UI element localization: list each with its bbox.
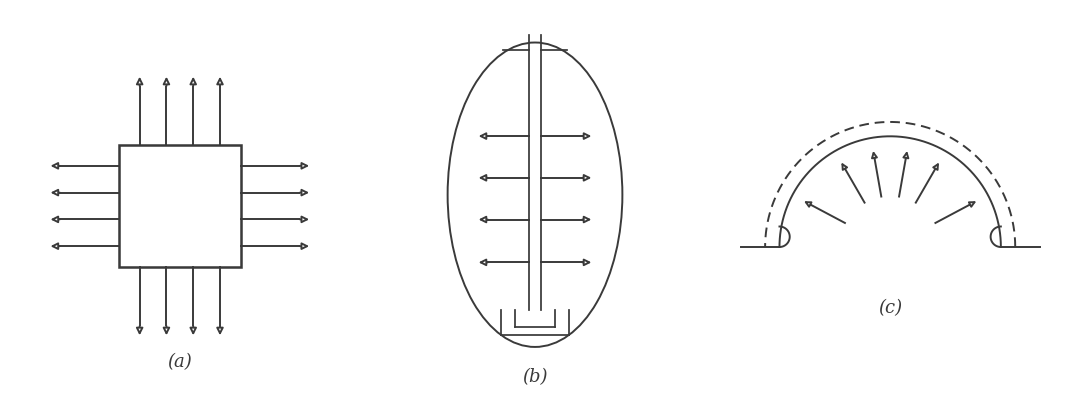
Ellipse shape — [447, 42, 623, 347]
Bar — [119, 145, 241, 267]
Text: (c): (c) — [878, 300, 902, 318]
Text: (b): (b) — [522, 368, 548, 386]
Text: (a): (a) — [167, 353, 193, 372]
